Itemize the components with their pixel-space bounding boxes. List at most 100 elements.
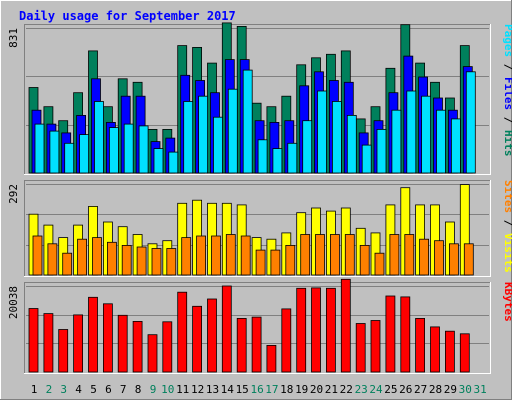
bar-pages-day-21 xyxy=(331,101,342,174)
x-tick-label: 14 xyxy=(221,383,235,396)
panel-ymax-label: 831 xyxy=(7,28,20,48)
x-tick-label: 18 xyxy=(280,383,293,396)
bar-kbytes-day-7 xyxy=(117,314,128,373)
bar-sites-day-19 xyxy=(300,234,311,276)
bar-sites-day-5 xyxy=(92,237,102,276)
bar-sites-day-11 xyxy=(181,237,192,276)
bar-kbytes-day-15 xyxy=(236,317,247,373)
bar-kbytes-day-8 xyxy=(132,320,143,373)
bar-pages-day-10 xyxy=(168,151,179,174)
bar-kbytes-day-28 xyxy=(430,326,440,373)
bar-kbytes-day-19 xyxy=(296,287,307,373)
x-tick-label: 25 xyxy=(384,383,397,396)
bar-kbytes-day-16 xyxy=(251,316,262,373)
bar-sites-day-25 xyxy=(389,234,400,276)
bar-kbytes-day-26 xyxy=(400,296,411,373)
x-tick-label: 23 xyxy=(355,383,368,396)
bar-kbytes-day-22 xyxy=(340,278,351,373)
bar-sites-day-20 xyxy=(315,234,325,276)
x-tick-label: 17 xyxy=(265,383,278,396)
x-tick-label: 3 xyxy=(60,383,67,396)
panel-visits-sites: 292 Sites / Visits xyxy=(7,180,512,277)
bar-kbytes-day-24 xyxy=(370,320,381,373)
bar-kbytes-day-21 xyxy=(325,287,336,373)
bar-kbytes-day-18 xyxy=(281,308,292,373)
bar-pages-day-6 xyxy=(109,127,119,174)
bar-pages-day-24 xyxy=(376,128,387,174)
bar-pages-day-11 xyxy=(183,101,194,174)
panel-ymax-label: 292 xyxy=(7,184,20,204)
bar-sites-day-10 xyxy=(166,248,177,276)
bar-sites-day-1 xyxy=(32,235,43,276)
bar-pages-day-25 xyxy=(391,109,402,174)
bar-kbytes-day-9 xyxy=(147,334,158,373)
bar-pages-day-5 xyxy=(94,101,104,174)
bar-kbytes-day-25 xyxy=(385,295,396,373)
bar-kbytes-day-11 xyxy=(177,291,188,373)
bar-kbytes-day-2 xyxy=(43,313,54,373)
x-tick-label: 28 xyxy=(429,383,442,396)
bar-pages-day-30 xyxy=(465,71,476,174)
panel-kbytes: 20038 KBytes xyxy=(7,278,512,374)
x-tick-label: 1 xyxy=(31,383,38,396)
x-tick-label: 8 xyxy=(135,383,142,396)
bar-sites-day-2 xyxy=(47,243,58,276)
bar-pages-day-28 xyxy=(436,109,446,174)
panel-series-legend: Pages / Files / Hits xyxy=(502,24,512,157)
x-tick-label: 21 xyxy=(325,383,338,396)
x-tick-label: 24 xyxy=(369,383,383,396)
bar-sites-day-30 xyxy=(463,243,474,276)
bar-kbytes-day-12 xyxy=(192,305,203,373)
bar-kbytes-day-1 xyxy=(28,308,39,373)
bar-sites-day-4 xyxy=(77,238,87,276)
bar-kbytes-day-29 xyxy=(444,330,455,373)
bar-sites-day-12 xyxy=(196,235,207,276)
bar-kbytes-day-4 xyxy=(73,314,83,373)
x-tick-label: 27 xyxy=(414,383,427,396)
bar-pages-day-17 xyxy=(272,148,283,174)
bar-pages-day-23 xyxy=(361,144,372,174)
bar-kbytes-day-3 xyxy=(58,329,69,373)
bar-pages-day-9 xyxy=(153,148,164,174)
bar-sites-day-15 xyxy=(240,235,251,276)
bar-kbytes-day-20 xyxy=(311,287,321,373)
panel-hits-files-pages: 831 Pages / Files / Hits xyxy=(7,22,512,175)
x-tick-label: 12 xyxy=(191,383,204,396)
bar-sites-day-8 xyxy=(136,246,147,276)
bar-pages-day-27 xyxy=(421,95,432,174)
bar-kbytes-day-10 xyxy=(162,321,173,373)
bar-sites-day-26 xyxy=(404,234,415,276)
bar-pages-day-15 xyxy=(242,69,253,174)
bar-sites-day-22 xyxy=(344,234,355,276)
bar-sites-day-29 xyxy=(448,243,459,276)
bar-sites-day-23 xyxy=(359,244,370,276)
x-tick-label: 4 xyxy=(75,383,82,396)
bar-pages-day-13 xyxy=(213,116,223,174)
bar-pages-day-7 xyxy=(123,123,134,174)
bar-kbytes-day-6 xyxy=(103,303,113,373)
bar-sites-day-16 xyxy=(255,249,266,276)
x-tick-label: 5 xyxy=(90,383,97,396)
bar-pages-day-2 xyxy=(49,130,60,174)
x-tick-label: 9 xyxy=(150,383,157,396)
bar-pages-day-18 xyxy=(287,142,298,174)
panel-series-legend: Sites / Visits xyxy=(502,180,512,273)
bar-kbytes-day-14 xyxy=(221,285,232,373)
x-tick-label: 13 xyxy=(206,383,219,396)
bar-sites-day-24 xyxy=(374,252,385,276)
bar-kbytes-day-5 xyxy=(88,296,98,373)
bar-pages-day-26 xyxy=(406,90,417,174)
bar-pages-day-16 xyxy=(257,139,268,174)
bar-pages-day-3 xyxy=(64,142,75,174)
bar-sites-day-13 xyxy=(211,235,221,276)
bar-kbytes-day-27 xyxy=(415,317,426,373)
x-tick-label: 31 xyxy=(473,383,486,396)
x-tick-label: 26 xyxy=(399,383,412,396)
bar-sites-day-28 xyxy=(434,240,444,276)
bar-pages-day-1 xyxy=(34,123,45,174)
x-tick-label: 29 xyxy=(444,383,457,396)
x-tick-label: 10 xyxy=(161,383,174,396)
bar-sites-day-18 xyxy=(285,244,296,276)
bar-sites-day-7 xyxy=(121,244,132,276)
